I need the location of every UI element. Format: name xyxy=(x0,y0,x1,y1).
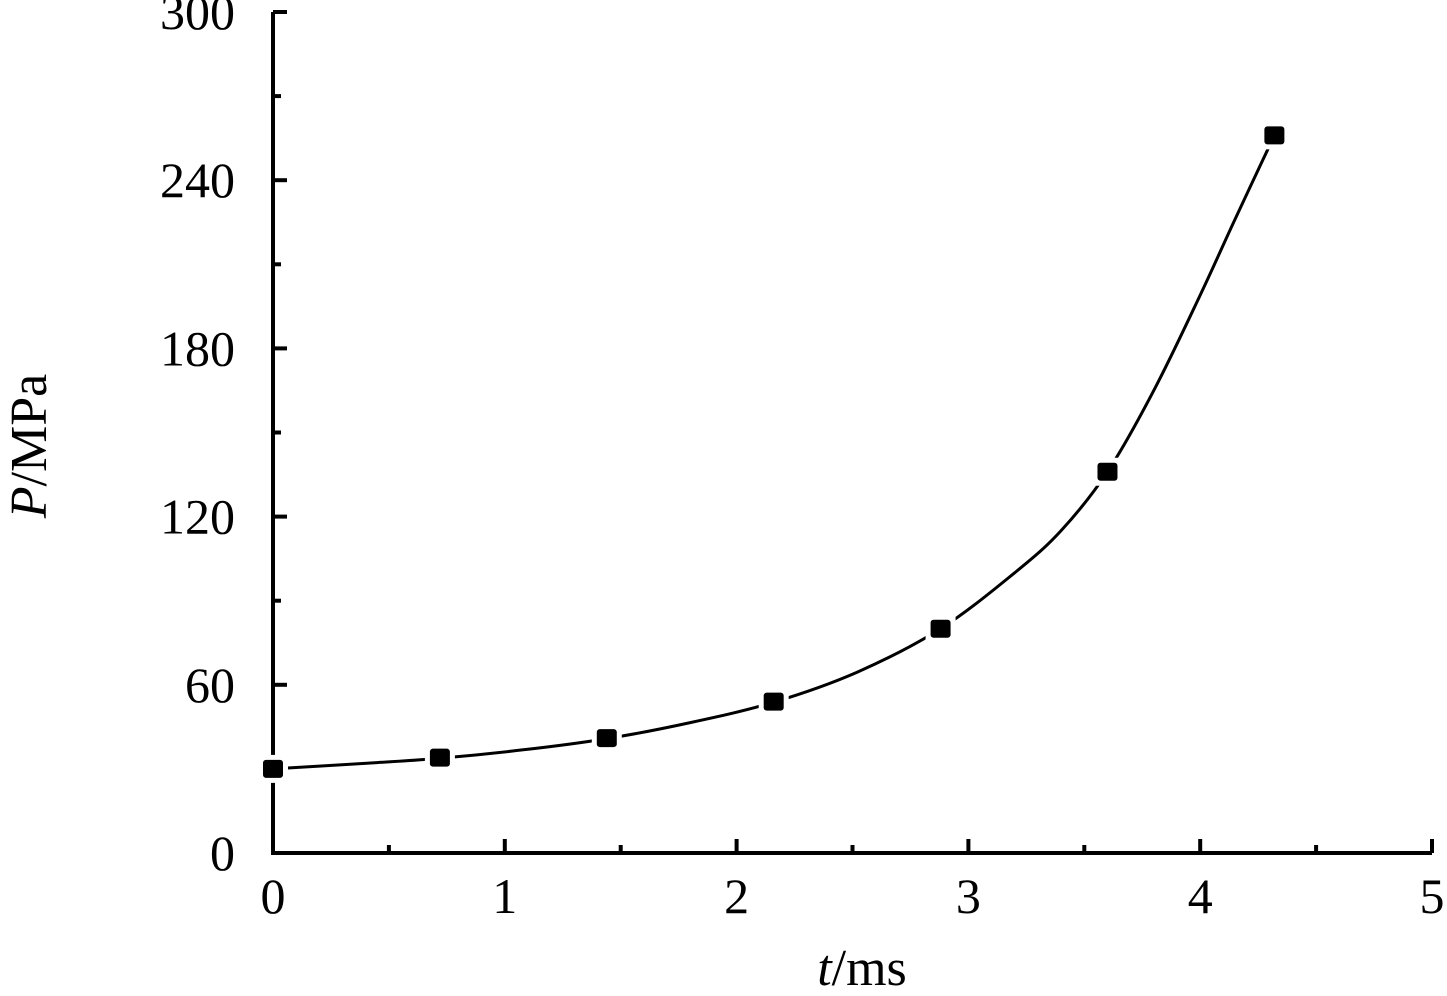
data-point xyxy=(429,748,450,767)
data-point xyxy=(596,729,617,748)
x-tick-label: 0 xyxy=(261,868,286,924)
x-tick-label: 3 xyxy=(956,868,981,924)
y-tick-label: 120 xyxy=(160,489,235,545)
axes xyxy=(271,10,1434,855)
y-tick-label: 240 xyxy=(160,152,235,208)
y-tick-label: 180 xyxy=(160,320,235,376)
y-tick-label: 300 xyxy=(160,0,235,40)
data-point xyxy=(263,759,283,778)
data-point xyxy=(1097,462,1118,481)
x-tick-label: 5 xyxy=(1420,868,1445,924)
data-points-layer xyxy=(258,121,1290,783)
y-axis-title: P/MPa xyxy=(1,374,58,519)
y-tick-label: 60 xyxy=(185,657,235,713)
tick-labels: 0 1 2 3 4 5 0 60 120 180 240 300 xyxy=(160,0,1445,924)
x-tick-label: 4 xyxy=(1188,868,1213,924)
x-tick-label: 2 xyxy=(724,868,749,924)
data-point xyxy=(1264,126,1285,145)
fit-curve xyxy=(272,134,1276,771)
x-tick-label: 1 xyxy=(492,868,517,924)
data-point xyxy=(763,692,784,711)
x-axis-title: t/ms xyxy=(817,940,907,996)
data-point xyxy=(930,619,951,638)
fit-curve-layer xyxy=(272,134,1276,771)
y-tick-label: 0 xyxy=(210,825,235,881)
